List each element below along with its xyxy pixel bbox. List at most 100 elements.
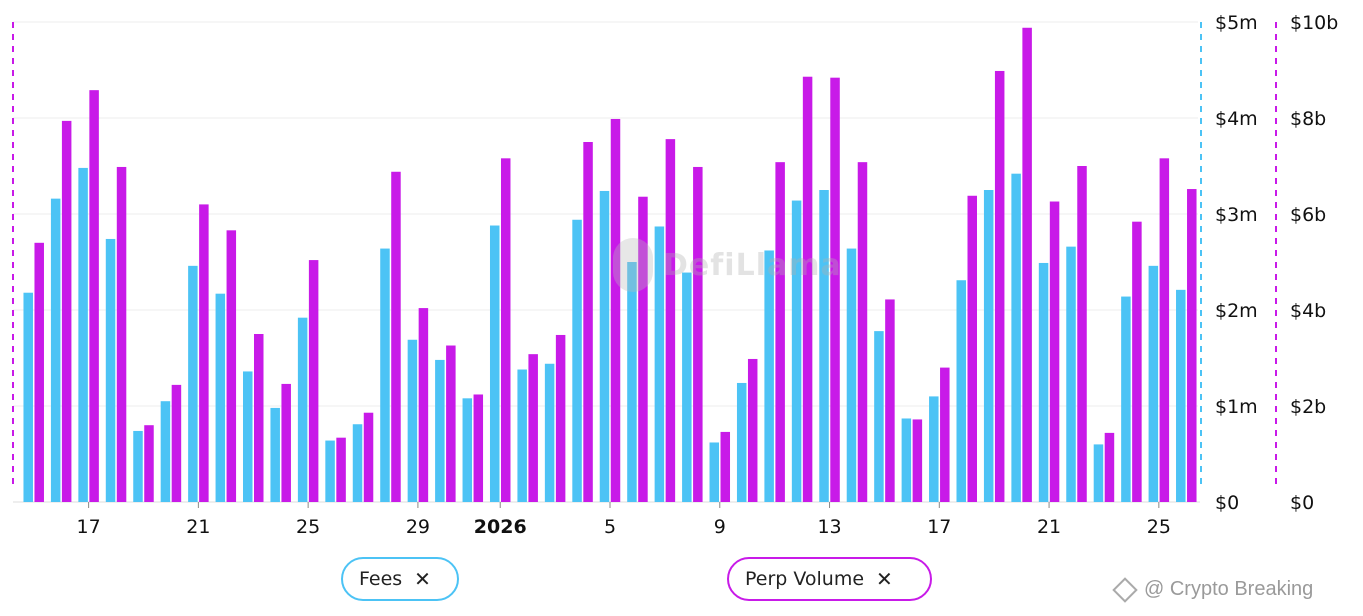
crypto-breaking-logo-icon [1112,576,1138,603]
bars [23,27,1197,503]
x-tick-label: 13 [817,516,841,538]
perp-volume-bar [1049,201,1060,502]
perp-volume-bar [308,260,319,502]
fees-y-tick-label: $4m [1215,108,1258,130]
fees-bar [627,262,637,502]
perp-volume-bar [226,230,237,502]
watermark-text: DefiLlama [663,247,842,283]
fees-bar [736,382,747,502]
perp-volume-bar [693,166,703,502]
perp-volume-y-axis-ticks: $0 $2b $4b $6b $8b $10b [1290,12,1338,514]
perp-volume-bar [144,425,154,502]
perp-volume-bar [967,195,977,502]
fees-bar [682,272,692,502]
perp-volume-bar [857,162,868,502]
fees-bar [188,265,198,502]
fees-y-tick-label: $0 [1215,492,1239,514]
perp-volume-bar [1022,27,1032,502]
fees-bar [819,190,829,502]
perp-volume-bar [940,367,950,502]
x-tick-label: 21 [1037,516,1061,538]
perp-volume-bar [912,419,923,502]
fees-y-tick-label: $1m [1215,396,1258,418]
fees-bar [1011,173,1021,502]
perp-volume-y-tick-label: $6b [1290,204,1326,226]
fees-bar [983,190,994,502]
fees-bar [1148,265,1159,502]
fees-y-tick-label: $2m [1215,300,1258,322]
fees-bar [325,440,335,502]
perp-volume-bar [363,412,374,502]
perp-volume-bar [638,196,648,502]
fees-bar [846,248,857,502]
fees-bar [462,398,473,502]
perp-volume-y-tick-label: $2b [1290,396,1326,418]
perp-volume-y-tick-label: $8b [1290,108,1326,130]
perp-volume-bar [747,358,758,502]
fees-bar [791,200,802,502]
perp-volume-bar [1104,432,1115,502]
fees-bar [435,359,445,502]
perp-volume-bar [281,383,291,502]
perp-volume-y-tick-label: $10b [1290,12,1338,34]
perp-volume-bar [1159,158,1170,502]
fees-bar [215,293,226,502]
x-tick-label: 5 [604,516,616,538]
fees-bar [572,219,582,502]
remove-perp-volume-icon[interactable]: ✕ [876,567,893,591]
fees-bar [105,238,116,502]
fees-bar [407,339,418,502]
perp-volume-bar [802,76,813,502]
fees-bar [380,248,390,502]
perp-volume-bar [665,139,676,502]
fees-bar [489,225,500,502]
fees-y-tick-label: $5m [1215,12,1258,34]
x-tick-label: 17 [77,516,101,538]
perp-volume-bar [720,431,731,502]
x-tick-label: 2026 [474,516,527,538]
credit-text: @ Crypto Breaking [1144,578,1314,600]
legend-perp-volume-label: Perp Volume [745,568,865,590]
fees-bar [50,198,61,502]
perp-volume-y-tick-label: $4b [1290,300,1326,322]
fees-bar [133,430,143,502]
perp-volume-bar [1187,189,1197,503]
fees-bar [764,250,774,502]
fees-bar [544,363,555,502]
legend-perp-volume-button[interactable]: Perp Volume ✕ [727,557,932,601]
x-tick-label: 25 [1147,516,1171,538]
fees-bar [352,424,363,502]
fees-bar [243,371,253,502]
x-tick-label: 21 [186,516,210,538]
perp-volume-bar [116,166,127,502]
fees-bar [599,190,610,502]
fees-bar [78,167,88,503]
fees-bar [956,280,966,502]
fees-bar [654,226,665,503]
perp-volume-bar [1132,221,1142,502]
perp-volume-bar [1077,166,1087,502]
perp-volume-bar [830,77,840,503]
fees-y-axis-ticks: $0 $1m $2m $3m $4m $5m [1215,12,1258,514]
fees-bar [1038,262,1049,502]
perp-volume-bar [610,118,621,503]
fees-bar [1066,246,1076,502]
fees-bar [1093,444,1104,502]
perp-volume-bar [199,204,209,502]
perp-volume-bar [555,334,566,502]
legend-fees-button[interactable]: Fees ✕ [341,557,459,601]
legend-fees-label: Fees [359,568,403,590]
source-credit: @ Crypto Breaking [1112,576,1314,603]
fees-bar [1121,296,1131,502]
perp-volume-bar [61,120,72,502]
x-tick-label: 25 [296,516,320,538]
perp-volume-bar [528,354,538,502]
fees-bar [270,407,280,502]
x-tick-label: 17 [927,516,951,538]
perp-volume-bar [500,158,511,502]
fees-bar [23,292,33,502]
perp-volume-bar [391,171,401,502]
perp-volume-bar [418,308,429,502]
remove-fees-icon[interactable]: ✕ [414,567,431,591]
